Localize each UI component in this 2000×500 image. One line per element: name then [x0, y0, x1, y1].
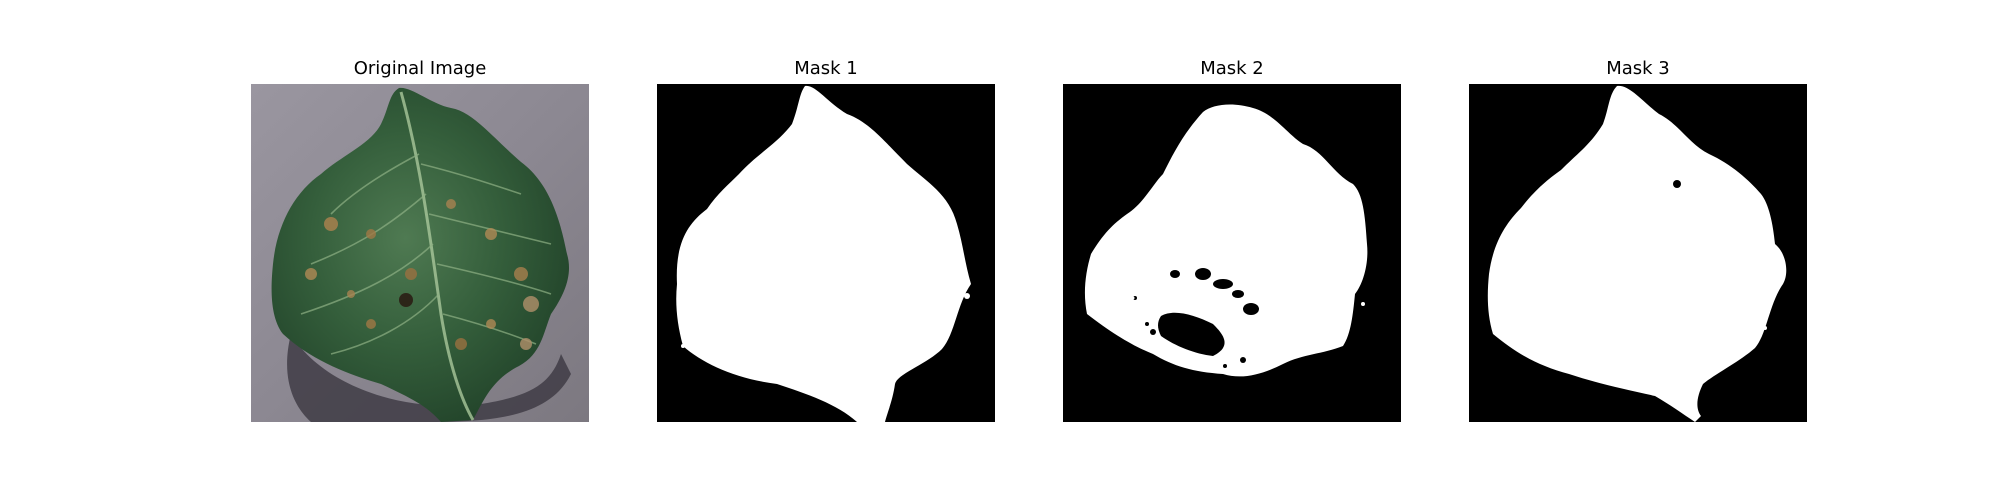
mask-2-image	[1063, 84, 1401, 422]
panel-title: Mask 2	[1200, 58, 1264, 79]
panel-mask-1: Mask 1	[657, 0, 995, 500]
panel-original-image: Original Image	[251, 0, 589, 500]
panel-title: Original Image	[353, 58, 487, 79]
mask-1-image	[657, 84, 995, 422]
panel-mask-2: Mask 2	[1063, 0, 1401, 500]
mask-3-image	[1469, 84, 1807, 422]
panel-title: Mask 3	[1606, 58, 1670, 79]
panel-title: Mask 1	[794, 58, 858, 79]
panel-mask-3: Mask 3	[1469, 0, 1807, 500]
original-leaf-image	[251, 84, 589, 422]
